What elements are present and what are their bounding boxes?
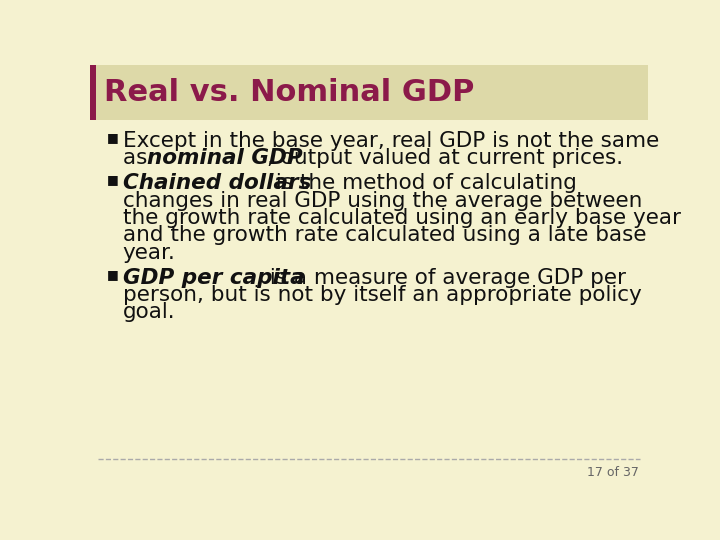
- Text: 17 of 37: 17 of 37: [587, 467, 639, 480]
- Text: is a measure of average GDP per: is a measure of average GDP per: [264, 268, 626, 288]
- Text: person, but is not by itself an appropriate policy: person, but is not by itself an appropri…: [122, 285, 642, 305]
- FancyBboxPatch shape: [90, 65, 96, 120]
- Text: nominal GDP: nominal GDP: [147, 148, 302, 168]
- Text: as: as: [122, 148, 154, 168]
- Text: , output valued at current prices.: , output valued at current prices.: [267, 148, 624, 168]
- FancyBboxPatch shape: [90, 65, 648, 120]
- Text: ■: ■: [107, 131, 119, 144]
- Text: Except in the base year, real GDP is not the same: Except in the base year, real GDP is not…: [122, 131, 659, 151]
- Text: the growth rate calculated using an early base year: the growth rate calculated using an earl…: [122, 208, 680, 228]
- Text: GDP per capita: GDP per capita: [122, 268, 304, 288]
- Text: ■: ■: [107, 268, 119, 281]
- Text: and the growth rate calculated using a late base: and the growth rate calculated using a l…: [122, 225, 646, 245]
- Text: Chained dollars: Chained dollars: [122, 173, 311, 193]
- Text: is the method of calculating: is the method of calculating: [269, 173, 577, 193]
- Text: ■: ■: [107, 173, 119, 186]
- Text: goal.: goal.: [122, 302, 175, 322]
- Text: changes in real GDP using the average between: changes in real GDP using the average be…: [122, 191, 642, 211]
- Text: year.: year.: [122, 242, 176, 262]
- Text: Real vs. Nominal GDP: Real vs. Nominal GDP: [104, 78, 474, 107]
